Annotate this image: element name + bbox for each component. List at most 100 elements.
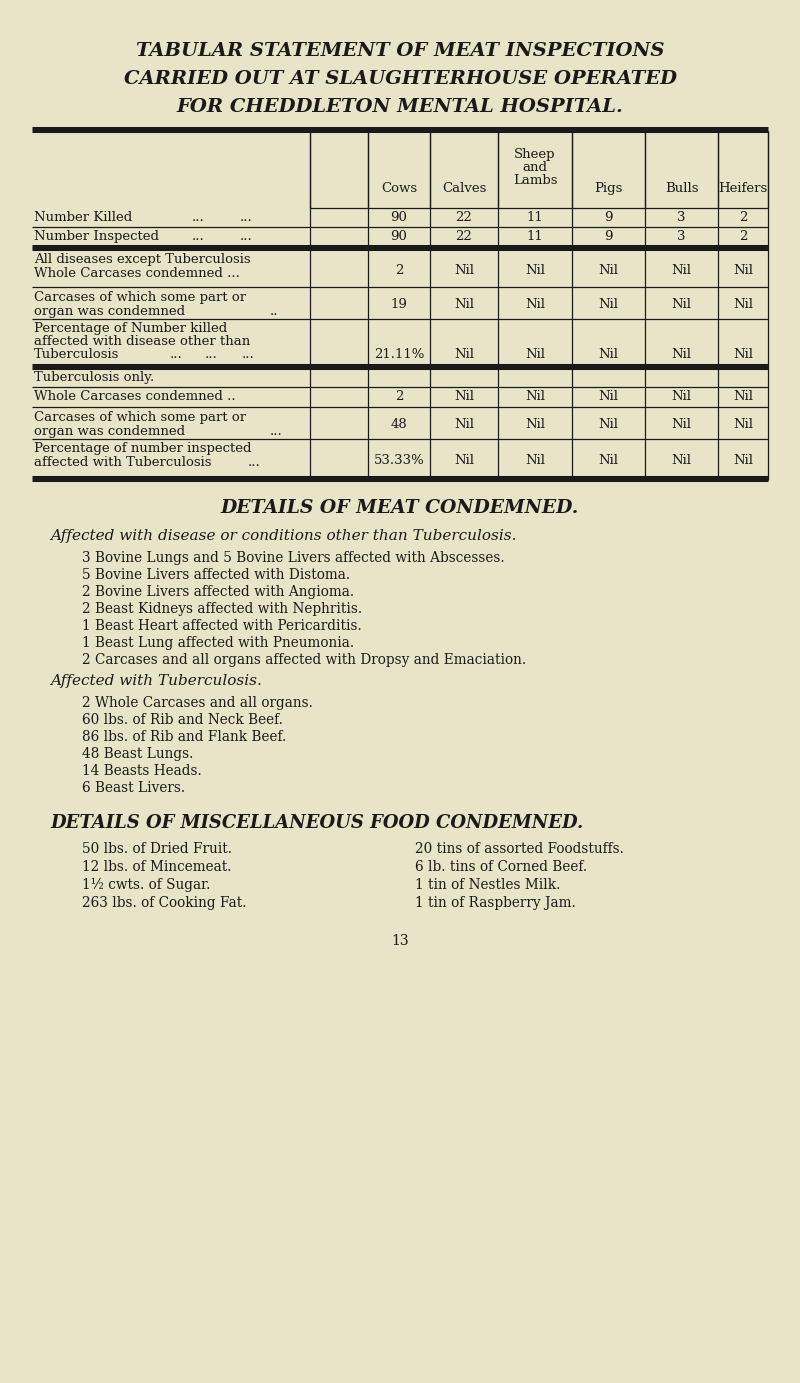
Text: Nil: Nil <box>525 419 545 431</box>
Text: 53.33%: 53.33% <box>374 455 424 467</box>
Text: organ was condemned: organ was condemned <box>34 306 185 318</box>
Text: 21.11%: 21.11% <box>374 347 424 361</box>
Text: Tuberculosis: Tuberculosis <box>34 349 119 361</box>
Text: Nil: Nil <box>598 347 618 361</box>
Text: Heifers: Heifers <box>718 183 768 195</box>
Text: Percentage of number inspected: Percentage of number inspected <box>34 443 251 455</box>
Text: Number Inspected: Number Inspected <box>34 230 159 243</box>
Text: CARRIED OUT AT SLAUGHTERHOUSE OPERATED: CARRIED OUT AT SLAUGHTERHOUSE OPERATED <box>123 71 677 89</box>
Text: Nil: Nil <box>733 264 753 277</box>
Text: Nil: Nil <box>733 347 753 361</box>
Text: 90: 90 <box>390 230 407 243</box>
Text: DETAILS OF MISCELLANEOUS FOOD CONDEMNED.: DETAILS OF MISCELLANEOUS FOOD CONDEMNED. <box>50 815 583 833</box>
Text: ..: .. <box>270 306 278 318</box>
Text: Cows: Cows <box>381 183 417 195</box>
Text: Nil: Nil <box>454 390 474 404</box>
Text: Nil: Nil <box>733 455 753 467</box>
Text: 263 lbs. of Cooking Fat.: 263 lbs. of Cooking Fat. <box>82 896 246 910</box>
Text: 2 Whole Carcases and all organs.: 2 Whole Carcases and all organs. <box>82 696 313 709</box>
Text: 12 lbs. of Mincemeat.: 12 lbs. of Mincemeat. <box>82 860 231 874</box>
Text: Nil: Nil <box>525 299 545 311</box>
Text: ...: ... <box>170 349 182 361</box>
Text: 86 lbs. of Rib and Flank Beef.: 86 lbs. of Rib and Flank Beef. <box>82 730 286 744</box>
Text: Number Killed: Number Killed <box>34 212 132 224</box>
Text: ...: ... <box>205 349 218 361</box>
Text: 19: 19 <box>390 299 407 311</box>
Text: 2: 2 <box>395 390 403 404</box>
Text: Nil: Nil <box>525 455 545 467</box>
Text: Affected with disease or conditions other than Tuberculosis.: Affected with disease or conditions othe… <box>50 530 517 544</box>
Text: Nil: Nil <box>671 455 691 467</box>
Text: organ was condemned: organ was condemned <box>34 425 185 438</box>
Text: DETAILS OF MEAT CONDEMNED.: DETAILS OF MEAT CONDEMNED. <box>221 499 579 517</box>
Text: and: and <box>522 160 547 174</box>
Text: Nil: Nil <box>454 419 474 431</box>
Text: Nil: Nil <box>598 455 618 467</box>
Text: 6 Beast Livers.: 6 Beast Livers. <box>82 781 185 795</box>
Text: Whole Carcases condemned ...: Whole Carcases condemned ... <box>34 267 240 279</box>
Text: Nil: Nil <box>733 390 753 404</box>
Text: Nil: Nil <box>671 264 691 277</box>
Text: ...: ... <box>248 456 261 469</box>
Text: 11: 11 <box>526 230 543 243</box>
Text: affected with Tuberculosis: affected with Tuberculosis <box>34 456 211 469</box>
Text: 2 Beast Kidneys affected with Nephritis.: 2 Beast Kidneys affected with Nephritis. <box>82 602 362 615</box>
Text: Nil: Nil <box>671 419 691 431</box>
Text: affected with disease other than: affected with disease other than <box>34 335 250 349</box>
Text: Affected with Tuberculosis.: Affected with Tuberculosis. <box>50 674 262 687</box>
Text: Percentage of Number killed: Percentage of Number killed <box>34 322 227 335</box>
Text: TABULAR STATEMENT OF MEAT INSPECTIONS: TABULAR STATEMENT OF MEAT INSPECTIONS <box>136 41 664 59</box>
Text: 5 Bovine Livers affected with Distoma.: 5 Bovine Livers affected with Distoma. <box>82 568 350 582</box>
Text: 2 Bovine Livers affected with Angioma.: 2 Bovine Livers affected with Angioma. <box>82 585 354 599</box>
Text: Nil: Nil <box>733 299 753 311</box>
Text: 2: 2 <box>739 212 747 224</box>
Text: 48: 48 <box>390 419 407 431</box>
Text: 6 lb. tins of Corned Beef.: 6 lb. tins of Corned Beef. <box>415 860 587 874</box>
Text: Nil: Nil <box>525 347 545 361</box>
Text: Nil: Nil <box>671 299 691 311</box>
Text: 20 tins of assorted Foodstuffs.: 20 tins of assorted Foodstuffs. <box>415 842 624 856</box>
Text: 48 Beast Lungs.: 48 Beast Lungs. <box>82 747 194 761</box>
Text: ...: ... <box>242 349 254 361</box>
Text: 22: 22 <box>456 230 472 243</box>
Text: Whole Carcases condemned ..: Whole Carcases condemned .. <box>34 390 236 402</box>
Text: 1 Beast Heart affected with Pericarditis.: 1 Beast Heart affected with Pericarditis… <box>82 620 362 633</box>
Text: Nil: Nil <box>598 419 618 431</box>
Text: 3 Bovine Lungs and 5 Bovine Livers affected with Abscesses.: 3 Bovine Lungs and 5 Bovine Livers affec… <box>82 550 505 566</box>
Text: ...: ... <box>192 230 205 243</box>
Text: Nil: Nil <box>454 455 474 467</box>
Text: ...: ... <box>240 230 253 243</box>
Text: 90: 90 <box>390 212 407 224</box>
Text: 9: 9 <box>604 212 613 224</box>
Text: Nil: Nil <box>598 390 618 404</box>
Text: Nil: Nil <box>671 347 691 361</box>
Text: 11: 11 <box>526 212 543 224</box>
Text: Nil: Nil <box>733 419 753 431</box>
Text: All diseases except Tuberculosis: All diseases except Tuberculosis <box>34 253 250 266</box>
Text: Carcases of which some part or: Carcases of which some part or <box>34 290 246 304</box>
Text: Nil: Nil <box>525 264 545 277</box>
Text: Nil: Nil <box>454 299 474 311</box>
Text: Nil: Nil <box>525 390 545 404</box>
Text: 2 Carcases and all organs affected with Dropsy and Emaciation.: 2 Carcases and all organs affected with … <box>82 653 526 667</box>
Text: 50 lbs. of Dried Fruit.: 50 lbs. of Dried Fruit. <box>82 842 232 856</box>
Text: Nil: Nil <box>598 299 618 311</box>
Text: Bulls: Bulls <box>665 183 698 195</box>
Text: 22: 22 <box>456 212 472 224</box>
Text: Pigs: Pigs <box>594 183 622 195</box>
Text: Nil: Nil <box>598 264 618 277</box>
Text: Sheep: Sheep <box>514 148 556 160</box>
Text: ...: ... <box>270 425 282 438</box>
Text: 1½ cwts. of Sugar.: 1½ cwts. of Sugar. <box>82 878 210 892</box>
Text: Nil: Nil <box>454 347 474 361</box>
Text: Tuberculosis only.: Tuberculosis only. <box>34 371 154 384</box>
Text: Calves: Calves <box>442 183 486 195</box>
Text: 3: 3 <box>678 230 686 243</box>
Text: 2: 2 <box>395 264 403 277</box>
Text: ...: ... <box>240 212 253 224</box>
Text: 1 Beast Lung affected with Pneumonia.: 1 Beast Lung affected with Pneumonia. <box>82 636 354 650</box>
Text: 13: 13 <box>391 934 409 947</box>
Text: FOR CHEDDLETON MENTAL HOSPITAL.: FOR CHEDDLETON MENTAL HOSPITAL. <box>177 98 623 116</box>
Text: Nil: Nil <box>671 390 691 404</box>
Text: 1 tin of Raspberry Jam.: 1 tin of Raspberry Jam. <box>415 896 576 910</box>
